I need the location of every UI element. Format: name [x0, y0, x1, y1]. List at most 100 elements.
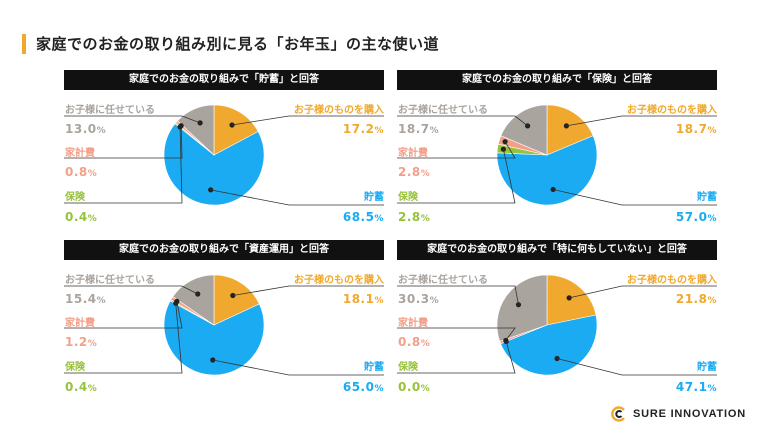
leader-dot	[197, 120, 203, 126]
slice-value-unit: %	[87, 169, 98, 179]
leader-line	[566, 115, 717, 127]
slice-value-unit: %	[429, 296, 440, 306]
slice-value-number: 57.0	[675, 210, 708, 224]
slice-value-unit: %	[87, 214, 98, 224]
leader-line	[231, 115, 384, 126]
leader-line	[64, 303, 183, 374]
chart-panel: 家庭でのお金の取り組みで「保険」と回答お子様のものを購入 18.7% 貯蓄 57.0%…	[397, 70, 717, 224]
leader-line	[210, 189, 384, 206]
slice-value-unit: %	[707, 214, 717, 224]
slice-value-unit: %	[420, 214, 431, 224]
leader-dot	[502, 139, 508, 145]
slice-value-number: 65.0	[342, 380, 375, 394]
pie-slice	[546, 274, 597, 326]
slice-value: 2.8%	[398, 165, 430, 179]
slice-value-unit: %	[420, 339, 431, 349]
slice-value-unit: %	[374, 296, 384, 306]
leader-line	[569, 285, 717, 299]
pie-slice	[163, 123, 265, 206]
slice-value: 17.2%	[343, 122, 384, 136]
pie-slice	[496, 274, 548, 342]
slice-value-unit: %	[429, 126, 440, 136]
slice-value-number: 2.8	[398, 165, 421, 179]
leader-line	[64, 285, 198, 295]
slice-label: お子様に任せている	[65, 275, 155, 286]
slice-value-unit: %	[87, 339, 98, 349]
slice-value-unit: %	[707, 296, 717, 306]
chart-title: 家庭でのお金の取り組みで「特に何もしていない」と回答	[397, 240, 717, 260]
slice-label: 貯蓄	[697, 362, 717, 373]
chart-panel: 家庭でのお金の取り組みで「貯蓄」と回答 お子様のものを購入 17.2% 貯蓄 68.5%…	[64, 70, 384, 224]
slice-value-unit: %	[420, 384, 431, 394]
leader-line	[64, 301, 183, 329]
leader-line	[553, 189, 717, 206]
chart-panel: 家庭でのお金の取り組みで「特に何もしていない」と回答 お子様のものを購入 21.8%…	[397, 240, 717, 394]
pie-slice	[500, 314, 598, 376]
slice-value-unit: %	[707, 126, 717, 136]
slice-label: お子様に任せている	[398, 275, 488, 286]
leader-line	[397, 149, 516, 204]
pie-slice	[172, 274, 215, 326]
brand-name: SURE INNOVATION	[632, 408, 746, 420]
pie-chart	[64, 104, 384, 206]
slice-value-unit: %	[96, 126, 107, 136]
slice-value: 0.0%	[398, 380, 430, 394]
leader-dot	[500, 146, 506, 152]
slice-label: 家計費	[65, 318, 95, 329]
slice-value: 13.0%	[65, 122, 106, 136]
pie-slice	[546, 104, 594, 156]
leader-line	[556, 358, 717, 376]
leader-dot	[230, 292, 236, 299]
slice-value: 0.8%	[65, 165, 97, 179]
slice-value-number: 18.1	[342, 292, 375, 306]
chart-title: 家庭でのお金の取り組みで「保険」と回答	[397, 70, 717, 90]
slice-label: 保険	[398, 192, 418, 203]
leader-line	[64, 126, 183, 204]
pie-slice	[500, 104, 548, 156]
slice-value: 2.8%	[398, 210, 430, 224]
slice-label: 家計費	[65, 148, 95, 159]
leader-line	[397, 141, 516, 159]
pie-chart	[397, 104, 717, 206]
slice-value: 65.0%	[343, 380, 384, 394]
slice-value: 0.4%	[65, 380, 97, 394]
slice-value: 18.1%	[343, 292, 384, 306]
slice-label: 貯蓄	[364, 362, 384, 373]
slice-value-unit: %	[707, 384, 717, 394]
pie-slice	[163, 300, 265, 376]
slice-label: 家計費	[398, 148, 428, 159]
slice-value: 15.4%	[65, 292, 106, 306]
pie-chart	[64, 274, 384, 376]
slice-value-number: 13.0	[65, 122, 97, 136]
slice-value-unit: %	[420, 169, 431, 179]
leader-line	[212, 359, 384, 376]
leader-dot	[177, 124, 183, 130]
slice-value: 57.0%	[676, 210, 717, 224]
slice-label: 貯蓄	[697, 192, 717, 203]
leader-line	[232, 285, 384, 296]
slice-label: 貯蓄	[364, 192, 384, 203]
pie-slice	[213, 274, 260, 326]
slice-value-number: 17.2	[342, 122, 375, 136]
leader-dot	[208, 187, 214, 193]
slice-label: お子様のものを購入	[627, 105, 717, 116]
slice-value-unit: %	[374, 214, 384, 224]
title-accent-bar	[22, 34, 26, 54]
slice-value: 68.5%	[343, 210, 384, 224]
logo-mark-icon	[611, 406, 625, 422]
slice-value-number: 0.4	[65, 210, 88, 224]
leader-line	[397, 285, 519, 305]
slice-value: 1.2%	[65, 335, 97, 349]
slice-value-unit: %	[96, 296, 107, 306]
slice-value-number: 0.8	[65, 165, 88, 179]
leader-line	[397, 327, 516, 341]
slice-value-unit: %	[87, 384, 98, 394]
slice-value-number: 47.1	[675, 380, 708, 394]
leader-line	[397, 341, 516, 374]
page-title: 家庭でのお金の取り組み別に見る「お年玉」の主な使い道	[36, 35, 440, 53]
slice-label: 家計費	[398, 318, 428, 329]
slice-label: お子様に任せている	[398, 105, 488, 116]
slice-value: 18.7%	[398, 122, 439, 136]
slice-value: 47.1%	[676, 380, 717, 394]
slice-value-number: 1.2	[65, 335, 88, 349]
